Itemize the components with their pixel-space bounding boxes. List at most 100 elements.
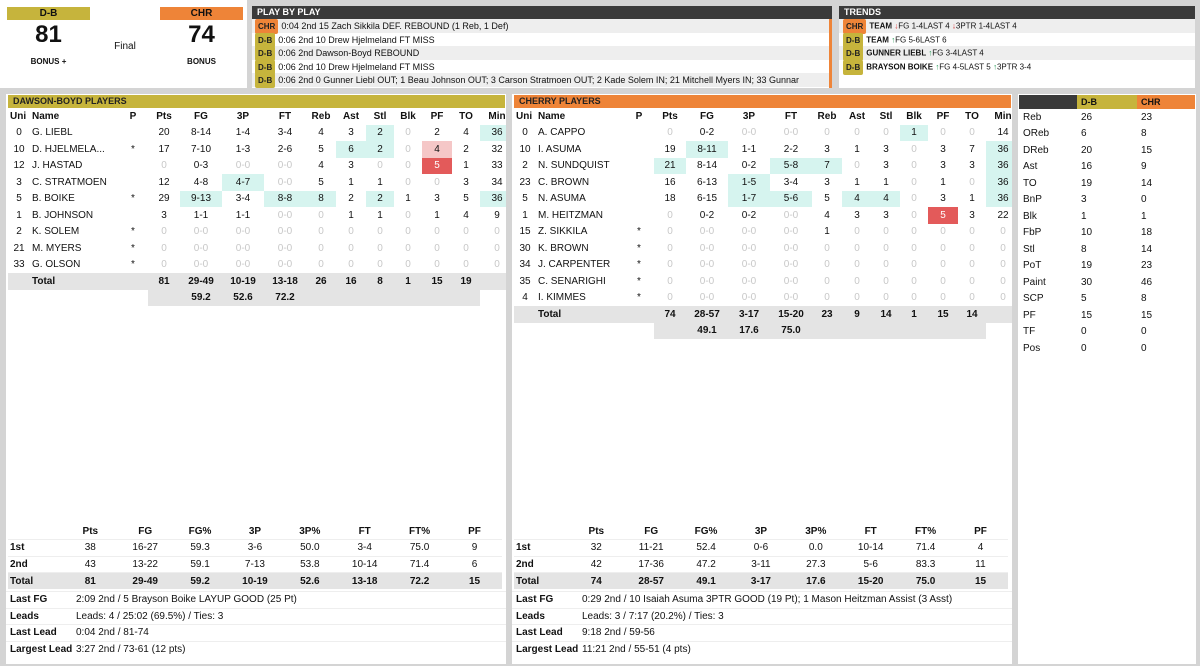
player-cell: 0: [161, 259, 167, 271]
player-row[interactable]: 21 M. MYERS * 0 0-0 0-0 0-0 0 0 0 0 0 0 0: [8, 240, 506, 257]
player-cell: 1: [434, 209, 440, 221]
player-cell: 9-13: [180, 190, 222, 207]
player-cell: [118, 158, 148, 175]
player-cell: 0: [824, 275, 830, 287]
player-cell: 0-0: [277, 242, 293, 254]
team-tag: D-B: [843, 46, 864, 61]
player-cell: 8-8: [264, 190, 306, 207]
pbp-row[interactable]: D-B 0:06 2nd 10 Drew Hjelmeland FT MISS: [252, 59, 829, 75]
player-cell: 1-7: [728, 190, 770, 207]
total-cell: 74: [654, 306, 686, 323]
percent-cell: 72.2: [264, 289, 306, 306]
player-cell: 2: [522, 160, 528, 172]
player-cell: 0-0: [277, 259, 293, 271]
player-row[interactable]: 33 G. OLSON * 0 0-0 0-0 0-0 0 0 0 0 0 0 0: [8, 257, 506, 274]
player-row[interactable]: 12 J. HASTAD 0 0-3 0-0 0-0 4 3 0 0 5 1 33: [8, 157, 506, 175]
player-cell: 21: [654, 157, 686, 174]
player-cell: 4: [522, 292, 528, 304]
percent-cell: [900, 322, 928, 339]
percent-cell: 52.6: [222, 289, 264, 306]
player-cell: 0-0: [235, 242, 251, 254]
pbp-row[interactable]: D-B 0:06 2nd Dawson-Boyd REBOUND: [252, 46, 829, 61]
player-row[interactable]: 0 G. LIEBL 20 8-14 1-4 3-4 4 3 2 0 2 4 36: [8, 124, 506, 141]
home-score: 81: [35, 21, 62, 48]
player-cell: 1: [377, 209, 383, 221]
total-cell: [8, 273, 30, 290]
player-cell: 5: [463, 193, 469, 205]
player-cell: 0-0: [699, 259, 715, 271]
team-stat-row: DReb 20 15: [1019, 142, 1195, 159]
player-cell: 0: [911, 275, 917, 287]
player-cell: *: [637, 292, 641, 304]
player-cell: 4-7: [222, 174, 264, 191]
info-value: 0:04 2nd / 81-74: [76, 627, 149, 639]
player-row[interactable]: 1 M. HEITZMAN 0 0-2 0-2 0-0 4 3 3 0 5 3 22: [514, 207, 1012, 224]
column-header: P: [129, 110, 137, 122]
info-label: Leads: [10, 610, 39, 622]
team-stat-row: PF 15 15: [1019, 307, 1195, 324]
player-row[interactable]: 5 N. ASUMA 18 6-15 1-7 5-6 5 4 4 0 3 1 36: [514, 190, 1012, 207]
player-row[interactable]: 2 N. SUNDQUIST 21 8-14 0-2 5-8 7 0 3 0 3 3 36: [514, 157, 1012, 174]
player-cell: 3: [824, 176, 830, 188]
player-cell: 36: [480, 190, 506, 207]
total-cell: Total: [536, 306, 624, 323]
player-cell: 0: [969, 176, 975, 188]
player-row[interactable]: 10 I. ASUMA 19 8-11 1-1 2-2 3 1 3 0 3 7 36: [514, 141, 1012, 158]
player-cell: 0: [318, 242, 324, 254]
pbp-row[interactable]: D-B 0:06 2nd 10 Drew Hjelmeland FT MISS: [252, 32, 829, 48]
player-cell: 3: [969, 160, 975, 172]
team-stat-row: PoT 19 23: [1019, 258, 1195, 275]
player-row[interactable]: 15 Z. SIKKILA * 0 0-0 0-0 0-0 1 0 0 0 0 0 0: [514, 224, 1012, 241]
player-cell: 0: [1000, 226, 1006, 238]
half-column-header: PF: [974, 525, 987, 537]
player-row[interactable]: 0 A. CAPPO 0 0-2 0-0 0-0 0 0 0 1 0 0 14: [514, 124, 1012, 141]
total-cell: 15-20: [770, 306, 812, 323]
player-cell: *: [131, 193, 135, 205]
team-stat-cell: 3: [1081, 194, 1087, 206]
player-cell: *: [637, 226, 641, 238]
player-row[interactable]: 30 K. BROWN * 0 0-0 0-0 0-0 0 0 0 0 0 0 0: [514, 240, 1012, 257]
player-row[interactable]: 4 I. KIMMES * 0 0-0 0-0 0-0 0 0 0 0 0 0 0: [514, 290, 1012, 307]
pbp-row[interactable]: CHR 0:04 2nd 15 Zach Sikkila DEF. REBOUND…: [252, 19, 829, 34]
cherry-title: CHERRY PLAYERS: [514, 95, 1011, 108]
team-stats-header: CHR: [1137, 95, 1195, 109]
trend-row: D-B BRAYSON BOIKE ↑FG 4-5LAST 5 ↑3PTR 3-4: [839, 59, 1195, 75]
player-cell: 10: [519, 143, 531, 155]
half-cell: 17-36: [638, 558, 664, 570]
player-row[interactable]: 35 C. SENARIGHI * 0 0-0 0-0 0-0 0 0 0 0 0 0 0: [514, 273, 1012, 290]
player-row[interactable]: 23 C. BROWN 16 6-13 1-5 3-4 3 1 1 0 1 0 36: [514, 174, 1012, 191]
pbp-row[interactable]: D-B 0:06 2nd 0 Gunner Liebl OUT; 1 Beau J…: [252, 73, 829, 88]
player-cell: 0-0: [783, 127, 799, 139]
player-cell: 0-0: [741, 127, 757, 139]
half-cell: 81: [62, 572, 118, 589]
player-cell: J. CARPENTER: [538, 259, 611, 271]
half-cell: 1st: [10, 542, 25, 554]
player-cell: 0: [911, 193, 917, 205]
player-cell: 0-0: [235, 160, 251, 172]
team-stat-cell: 0: [1081, 326, 1087, 338]
player-cell: 0: [667, 259, 673, 271]
player-cell: 30: [519, 242, 531, 254]
player-row[interactable]: 5 B. BOIKE * 29 9-13 3-4 8-8 8 2 2 1 3 5 36: [8, 190, 506, 207]
player-row[interactable]: 1 B. JOHNSON 3 1-1 1-1 0-0 0 1 1 0 1 4 9: [8, 207, 506, 224]
player-cell: 0: [377, 226, 383, 238]
player-row[interactable]: 34 J. CARPENTER * 0 0-0 0-0 0-0 0 0 0 0 0 0 0: [514, 257, 1012, 274]
team-tag: D-B: [843, 59, 864, 75]
player-row[interactable]: 3 C. STRATMOEN 12 4-8 4-7 0-0 5 1 1 0 0 3 34: [8, 174, 506, 191]
column-header: FT: [784, 110, 798, 122]
player-cell: 4: [318, 160, 324, 172]
team-stat-cell: 23: [1141, 111, 1153, 123]
player-cell: 0: [318, 209, 324, 221]
info-label: Last FG: [10, 594, 48, 606]
player-cell: 0: [940, 226, 946, 238]
play-by-play-list[interactable]: CHR 0:04 2nd 15 Zach Sikkila DEF. REBOUND…: [252, 19, 832, 88]
trend-stat: 3PTR 3-4: [996, 62, 1032, 72]
trend-stat: FG 4-5LAST 5: [939, 62, 993, 72]
player-row[interactable]: 2 K. SOLEM * 0 0-0 0-0 0-0 0 0 0 0 0 0 0: [8, 224, 506, 241]
pbp-text: 0:06 2nd 10 Drew Hjelmeland FT MISS: [278, 34, 435, 45]
player-cell: 0: [911, 209, 917, 221]
player-cell: 5: [522, 193, 528, 205]
pbp-text: 0:06 2nd 10 Drew Hjelmeland FT MISS: [278, 61, 435, 72]
team-stat-cell: Pos: [1023, 342, 1041, 354]
player-row[interactable]: 10 D. HJELMELA... * 17 7-10 1-3 2-6 5 6 2 0 4 2 32: [8, 141, 506, 158]
